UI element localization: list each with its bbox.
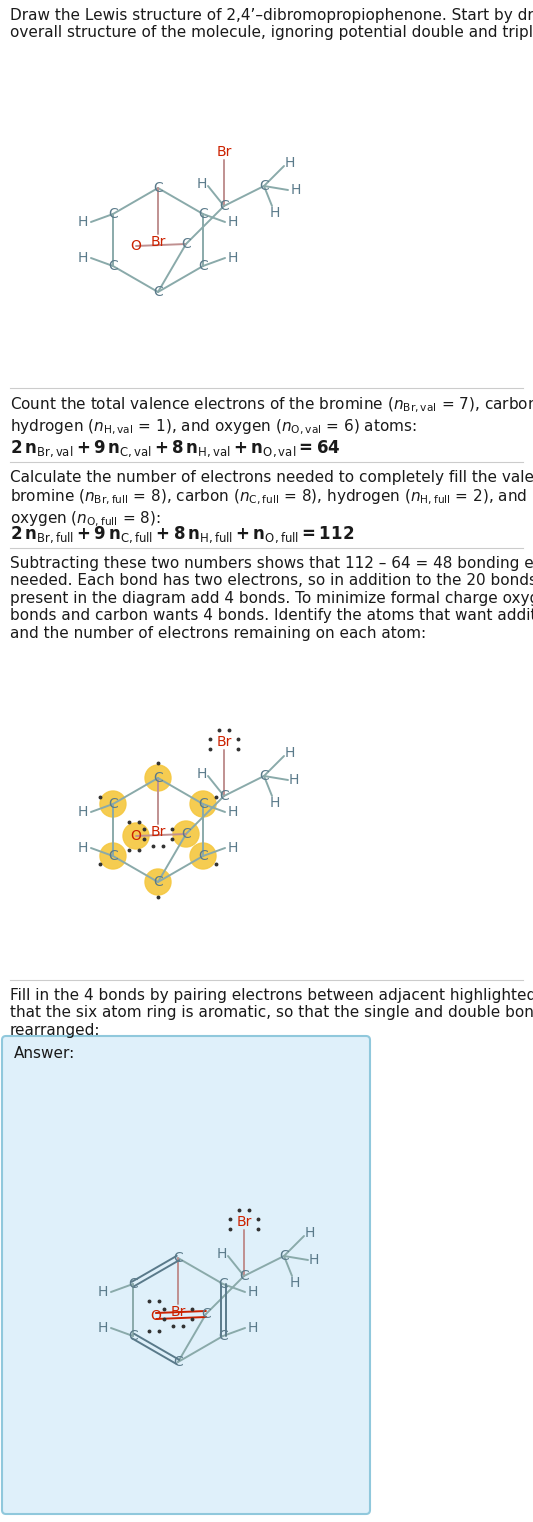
Circle shape [190, 791, 216, 817]
Text: C: C [218, 1277, 228, 1291]
Text: C: C [201, 1307, 211, 1321]
Text: C: C [239, 1269, 249, 1283]
Text: O: O [131, 829, 141, 843]
Text: C: C [279, 1250, 289, 1263]
Text: C: C [198, 259, 208, 272]
Text: Answer:: Answer: [14, 1046, 75, 1061]
Text: C: C [173, 1251, 183, 1265]
Text: H: H [98, 1285, 108, 1298]
Text: $\mathbf{2\,n_\mathregular{Br,val} + 9\,n_\mathregular{C,val} + 8\,n_\mathregula: $\mathbf{2\,n_\mathregular{Br,val} + 9\,… [10, 438, 341, 458]
Text: H: H [197, 177, 207, 190]
Text: Calculate the number of electrons needed to completely fill the valence shells f: Calculate the number of electrons needed… [10, 470, 533, 530]
Text: $\mathbf{2\,n_\mathregular{Br,full} + 9\,n_\mathregular{C,full} + 8\,n_\mathregu: $\mathbf{2\,n_\mathregular{Br,full} + 9\… [10, 524, 354, 545]
Text: H: H [270, 205, 280, 221]
Text: H: H [290, 1275, 300, 1291]
Text: H: H [78, 842, 88, 855]
Text: H: H [78, 805, 88, 819]
FancyBboxPatch shape [2, 1036, 370, 1514]
Text: H: H [228, 805, 238, 819]
Circle shape [173, 820, 199, 848]
Circle shape [145, 869, 171, 895]
Text: H: H [197, 767, 207, 781]
Text: Br: Br [150, 234, 166, 250]
Text: H: H [78, 251, 88, 265]
Text: C: C [219, 199, 229, 213]
Text: C: C [181, 237, 191, 251]
Text: O: O [131, 239, 141, 253]
Text: C: C [153, 285, 163, 298]
Circle shape [100, 791, 126, 817]
Circle shape [190, 843, 216, 869]
Text: C: C [259, 180, 269, 193]
Circle shape [145, 766, 171, 791]
Text: Fill in the 4 bonds by pairing electrons between adjacent highlighted atoms. Not: Fill in the 4 bonds by pairing electrons… [10, 988, 533, 1038]
Text: Br: Br [216, 145, 232, 158]
Text: C: C [108, 259, 118, 272]
Text: H: H [248, 1321, 258, 1335]
Text: Br: Br [236, 1215, 252, 1228]
Text: C: C [128, 1277, 138, 1291]
Text: H: H [217, 1247, 227, 1262]
Text: C: C [173, 1355, 183, 1368]
Text: H: H [305, 1227, 315, 1240]
Text: C: C [218, 1329, 228, 1342]
Text: H: H [285, 155, 295, 170]
Circle shape [123, 823, 149, 849]
Text: H: H [228, 842, 238, 855]
Text: H: H [291, 183, 301, 196]
Text: H: H [248, 1285, 258, 1298]
Text: C: C [108, 207, 118, 221]
Text: H: H [228, 215, 238, 228]
Text: Br: Br [216, 735, 232, 749]
Text: Br: Br [171, 1304, 185, 1320]
Text: C: C [259, 769, 269, 782]
Text: H: H [78, 215, 88, 228]
Circle shape [100, 843, 126, 869]
Text: C: C [219, 788, 229, 804]
Text: C: C [198, 798, 208, 811]
Text: H: H [270, 796, 280, 810]
Text: H: H [285, 746, 295, 759]
Text: C: C [181, 826, 191, 842]
Text: C: C [153, 875, 163, 889]
Text: O: O [150, 1309, 161, 1323]
Text: C: C [108, 849, 118, 863]
Text: Count the total valence electrons of the bromine ($n_\mathregular{Br,val}$ = 7),: Count the total valence electrons of the… [10, 396, 533, 437]
Text: C: C [153, 181, 163, 195]
Text: C: C [198, 207, 208, 221]
Text: Subtracting these two numbers shows that 112 – 64 = 48 bonding electrons are
nee: Subtracting these two numbers shows that… [10, 556, 533, 641]
Text: H: H [309, 1253, 319, 1266]
Text: C: C [108, 798, 118, 811]
Text: C: C [198, 849, 208, 863]
Text: Br: Br [150, 825, 166, 839]
Text: H: H [228, 251, 238, 265]
Text: C: C [128, 1329, 138, 1342]
Text: C: C [153, 772, 163, 785]
Text: H: H [289, 773, 299, 787]
Text: H: H [98, 1321, 108, 1335]
Text: Draw the Lewis structure of 2,4’–dibromopropiophenone. Start by drawing the
over: Draw the Lewis structure of 2,4’–dibromo… [10, 8, 533, 41]
